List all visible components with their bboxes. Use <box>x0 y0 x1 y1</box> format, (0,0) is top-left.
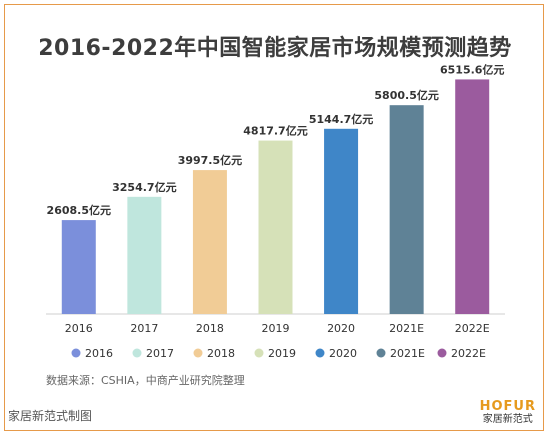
legend-label-2021E: 2021E <box>390 347 425 360</box>
x-tick-label-2022E: 2022E <box>455 322 490 335</box>
x-tick-label-2017: 2017 <box>130 322 158 335</box>
legend-marker-2017 <box>132 348 142 358</box>
maker-note: 家居新范式制图 <box>8 409 93 423</box>
data-label-2017: 3254.7亿元 <box>112 180 176 194</box>
logo-subtitle: 家居新范式 <box>482 414 533 425</box>
x-tick-label-2019: 2019 <box>262 322 290 335</box>
data-label-2019: 4817.7亿元 <box>243 124 307 138</box>
chart-title: 2016-2022年中国智能家居市场规模预测趋势 <box>38 36 512 61</box>
legend-label-2020: 2020 <box>329 347 357 360</box>
bar-2018 <box>192 170 227 314</box>
bar-2016 <box>61 220 96 314</box>
legend-marker-2021E <box>376 348 386 358</box>
legend-marker-2020 <box>315 348 325 358</box>
x-tick-label-2018: 2018 <box>196 322 224 335</box>
bar-2017 <box>127 196 162 314</box>
legend-label-2017: 2017 <box>146 347 174 360</box>
data-label-2020: 5144.7亿元 <box>309 112 373 126</box>
legend-label-2019: 2019 <box>268 347 296 360</box>
logo-brand: HOFUR <box>479 399 536 414</box>
bar-2022E <box>455 79 490 314</box>
legend-label-2022E: 2022E <box>451 347 486 360</box>
legend-label-2016: 2016 <box>85 347 113 360</box>
bar-2021E <box>389 105 424 314</box>
legend-marker-2022E <box>437 348 447 358</box>
data-label-2022E: 6515.6亿元 <box>440 62 504 76</box>
legend-label-2018: 2018 <box>207 347 235 360</box>
legend-marker-2018 <box>193 348 203 358</box>
bar-2020 <box>324 128 359 314</box>
legend-marker-2019 <box>254 348 264 358</box>
x-tick-label-2020: 2020 <box>327 322 355 335</box>
data-label-2018: 3997.5亿元 <box>178 153 242 167</box>
bar-2019 <box>258 140 293 314</box>
source-note: 数据来源：CSHIA，中商产业研究院整理 <box>46 374 245 387</box>
x-tick-label-2016: 2016 <box>65 322 93 335</box>
data-label-2016: 2608.5亿元 <box>47 203 111 217</box>
hofur-logo: HOFUR 家居新范式 <box>480 400 536 425</box>
x-tick-label-2021E: 2021E <box>389 322 424 335</box>
legend-marker-2016 <box>71 348 81 358</box>
data-label-2021E: 5800.5亿元 <box>374 88 438 102</box>
